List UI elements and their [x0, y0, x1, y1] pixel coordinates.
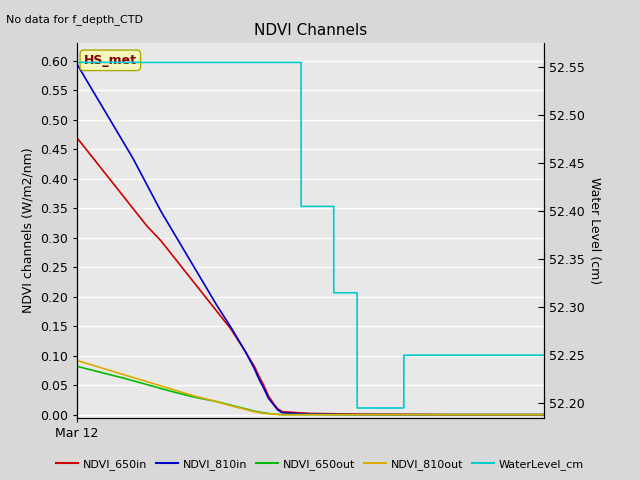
Y-axis label: Water Level (cm): Water Level (cm)	[588, 177, 602, 284]
Text: No data for f_depth_CTD: No data for f_depth_CTD	[6, 14, 143, 25]
Y-axis label: NDVI channels (W/m2/nm): NDVI channels (W/m2/nm)	[21, 147, 34, 313]
Legend: NDVI_650in, NDVI_810in, NDVI_650out, NDVI_810out, WaterLevel_cm: NDVI_650in, NDVI_810in, NDVI_650out, NDV…	[52, 455, 588, 474]
Title: NDVI Channels: NDVI Channels	[254, 23, 367, 38]
Text: HS_met: HS_met	[84, 54, 137, 67]
